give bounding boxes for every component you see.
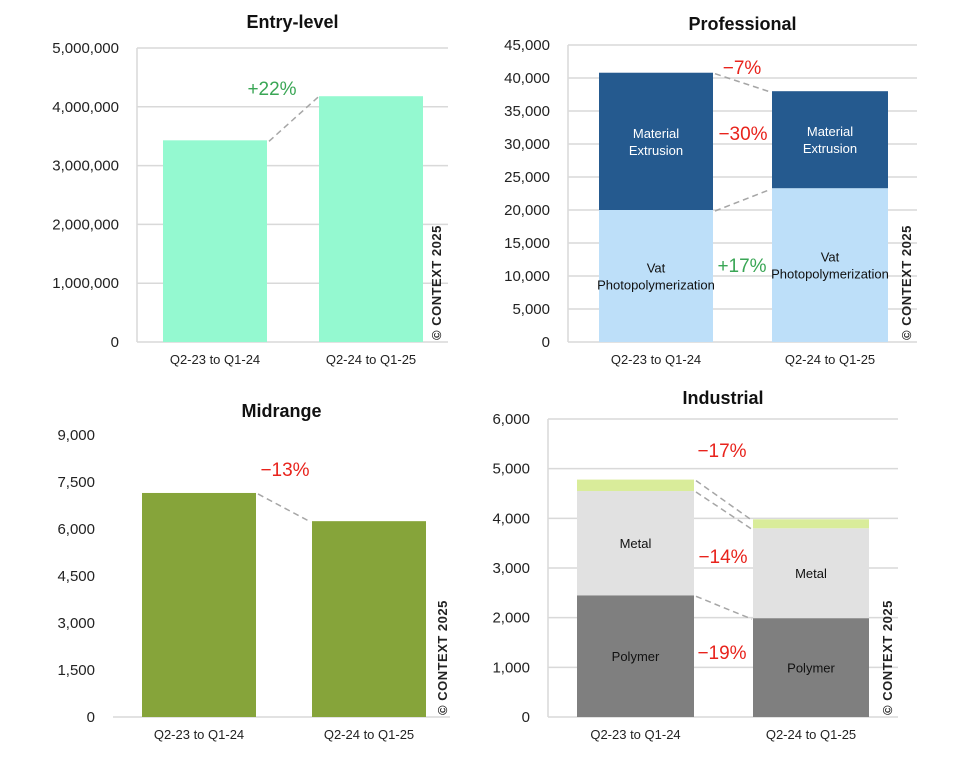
chart-title: Professional [688,14,796,34]
watermark: © CONTEXT 2025 [429,225,444,340]
y-tick-label: 4,500 [57,568,95,585]
change-annotation: −7% [723,58,762,79]
chart-title: Industrial [682,388,763,408]
y-tick-label: 45,000 [504,37,550,54]
bar-segment [163,140,267,342]
bar-segment [312,521,426,717]
change-annotation: −17% [697,441,746,462]
segment-label: Material [633,126,679,141]
chart-title: Entry-level [246,12,338,32]
change-connector [714,188,772,212]
y-tick-label: 5,000 [512,301,550,318]
bar-segment [142,492,256,717]
x-category-label: Q2-23 to Q1-24 [590,727,680,742]
y-tick-label: 5,000 [492,461,530,478]
change-connector [695,491,753,530]
y-tick-label: 1,000 [492,659,530,676]
bar-segment [577,479,694,492]
segment-label: Vat [821,250,840,265]
y-tick-label: 5,000,000 [52,40,119,57]
y-tick-label: 3,000 [492,560,530,577]
y-tick-label: 40,000 [504,70,550,87]
segment-label: Photopolymerization [597,278,715,293]
y-tick-label: 2,000,000 [52,216,119,233]
x-category-label: Q2-24 to Q1-25 [326,352,416,367]
y-tick-label: 10,000 [504,268,550,285]
segment-label: Polymer [787,661,835,676]
chart-title: Midrange [241,401,321,421]
x-category-label: Q2-24 to Q1-25 [785,352,875,367]
y-tick-label: 6,000 [492,411,530,428]
y-tick-label: 20,000 [504,202,550,219]
panel-professional: Professional 0 5,000 10,000 15,000 20,000 25,0… [504,14,917,367]
y-tick-label: 15,000 [504,235,550,252]
y-tick-label: 3,000 [57,615,95,632]
segment-label: Material [807,124,853,139]
bar-segment [319,96,423,342]
change-connector [695,595,753,620]
segment-label: Metal [795,566,827,581]
y-tick-label: 2,000 [492,610,530,627]
watermark: © CONTEXT 2025 [899,225,914,340]
bar-segment [753,519,869,529]
x-category-label: Q2-23 to Q1-24 [170,352,260,367]
y-tick-label: 0 [522,709,530,726]
x-category-label: Q2-24 to Q1-25 [324,727,414,742]
bar-segment-vat-photopolymerization [599,210,713,342]
change-connector [257,493,312,523]
change-connector [695,479,753,521]
y-tick-label: 1,000,000 [52,275,119,292]
segment-label: Vat [647,261,666,276]
bar-segment-material-extrusion [772,91,888,189]
segment-label: Extrusion [629,143,683,158]
x-category-label: Q2-24 to Q1-25 [766,727,856,742]
y-tick-label: 9,000 [57,427,95,444]
change-annotation: −30% [718,124,767,145]
y-tick-label: 30,000 [504,136,550,153]
y-tick-label: 1,500 [57,662,95,679]
y-tick-label: 25,000 [504,169,550,186]
bar-segment-polymer [753,618,869,717]
bar-segment-material-extrusion [599,72,713,210]
watermark: © CONTEXT 2025 [435,600,450,715]
x-category-label: Q2-23 to Q1-24 [611,352,701,367]
change-annotation: −19% [697,643,746,664]
change-annotation: +17% [717,256,766,277]
panel-industrial: Industrial 0 1,000 2,000 3,000 4,000 5,000 6,00… [492,388,898,742]
y-tick-label: 0 [87,709,95,726]
bar-segment-metal [753,528,869,619]
change-annotation: −13% [260,460,309,481]
watermark: © CONTEXT 2025 [880,600,895,715]
y-tick-label: 4,000 [492,510,530,527]
segment-label: Metal [620,536,652,551]
bar-segment-vat-photopolymerization [772,188,888,342]
y-tick-label: 4,000,000 [52,99,119,116]
y-tick-label: 0 [111,334,119,351]
change-annotation: −14% [698,547,747,568]
y-tick-label: 6,000 [57,521,95,538]
y-tick-label: 0 [542,334,550,351]
segment-label: Photopolymerization [771,267,889,282]
y-tick-label: 35,000 [504,103,550,120]
y-tick-label: 7,500 [57,474,95,491]
panel-entry-level: Entry-level 0 1,000,000 2,000,000 3,000,000 4… [52,12,448,367]
change-annotation: +22% [247,79,296,100]
x-category-label: Q2-23 to Q1-24 [154,727,244,742]
bar-segment-metal [577,491,694,596]
segment-label: Polymer [612,649,660,664]
bar-segment-polymer [577,595,694,717]
segment-label: Extrusion [803,141,857,156]
change-connector [268,96,319,142]
panel-midrange: Midrange 0 1,500 3,000 4,500 6,000 7,500 9,000 Q… [57,401,450,742]
y-tick-label: 3,000,000 [52,158,119,175]
